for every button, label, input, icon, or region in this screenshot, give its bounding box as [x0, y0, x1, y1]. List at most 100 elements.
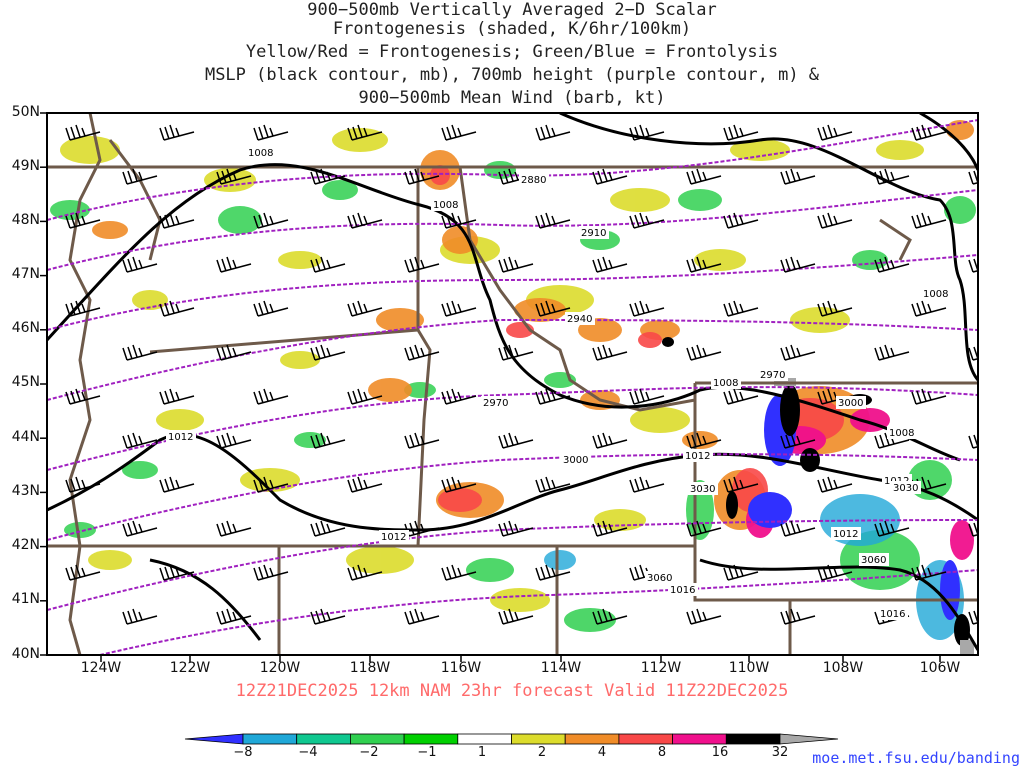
- wind-barb: [686, 344, 722, 361]
- wind-barb: [817, 124, 853, 141]
- wind-barb: [874, 520, 910, 537]
- wind-barb: [874, 344, 910, 361]
- wind-barb: [122, 520, 158, 537]
- wind-barb: [723, 564, 759, 581]
- wind-barb: [347, 476, 383, 493]
- wind-barb: [216, 432, 252, 449]
- wind-barb: [780, 432, 816, 449]
- mslp-label: 1016: [670, 585, 695, 596]
- wind-barb: [441, 212, 477, 229]
- colorbar-segment: [349, 733, 405, 745]
- wind-barb: [592, 256, 628, 273]
- wind-barb: [404, 432, 440, 449]
- wind-barb: [911, 564, 947, 581]
- wind-barb: [968, 346, 978, 361]
- wind-barb: [253, 388, 289, 405]
- height-label: 3030: [893, 483, 918, 494]
- height-label: 2880: [521, 175, 546, 186]
- wind-barb: [310, 256, 346, 273]
- axis-ticks: [40, 112, 941, 662]
- wind-barb: [310, 168, 346, 185]
- mslp-label: 1008: [248, 148, 273, 159]
- colorbar-label: −4: [298, 745, 318, 760]
- wind-barb: [441, 388, 477, 405]
- mslp-label: 1012: [168, 432, 193, 443]
- wind-barb: [122, 344, 158, 361]
- wind-barb: [216, 344, 252, 361]
- lat-label-49n: 49N: [11, 158, 40, 174]
- wind-barb: [216, 608, 252, 625]
- wind-barb: [216, 168, 252, 185]
- mslp-label: 1012: [381, 532, 406, 543]
- height-label: 2910: [581, 228, 606, 239]
- mslp-label: 1008: [433, 200, 458, 211]
- wind-barb: [780, 520, 816, 537]
- wind-barb: [723, 300, 759, 317]
- wind-barb: [159, 564, 195, 581]
- lon-label-124w: 124W: [80, 660, 122, 676]
- wind-barb: [535, 212, 571, 229]
- wind-barb: [347, 300, 383, 317]
- wind-barb: [629, 212, 665, 229]
- colorbar-max-arrow: [779, 733, 839, 745]
- wind-barb: [817, 476, 853, 493]
- wind-barb: [122, 168, 158, 185]
- forecast-valid-label: 12Z21DEC2025 12km NAM 23hr forecast Vali…: [235, 681, 789, 701]
- wind-barb: [310, 520, 346, 537]
- lat-label-46n: 46N: [11, 320, 40, 336]
- wind-barb: [817, 300, 853, 317]
- wind-barb: [686, 256, 722, 273]
- height-label: 2970: [760, 370, 785, 381]
- mslp-label: 1008: [923, 289, 948, 300]
- wind-barb: [535, 564, 571, 581]
- wind-barb: [629, 124, 665, 141]
- wind-barb: [629, 476, 665, 493]
- wind-barb: [498, 256, 534, 273]
- wind-barb: [874, 432, 910, 449]
- wind-barb: [404, 608, 440, 625]
- wind-barb: [441, 300, 477, 317]
- wind-barb: [310, 344, 346, 361]
- wind-barb: [535, 300, 571, 317]
- wind-barb: [253, 300, 289, 317]
- colorbar-label: 8: [657, 745, 667, 760]
- wind-barb: [629, 300, 665, 317]
- mslp-label: 1016: [880, 609, 905, 620]
- lat-label-50n: 50N: [11, 104, 40, 120]
- wind-barb: [686, 520, 722, 537]
- wind-barb: [498, 344, 534, 361]
- wind-barb: [159, 476, 195, 493]
- lon-label-110w: 110W: [728, 660, 770, 676]
- height-labels: 2880 2910 2940 2970 2970 3000 3000 3030 …: [481, 173, 921, 584]
- wind-barb: [498, 520, 534, 537]
- wind-barb: [968, 170, 978, 185]
- colorbar-label: 16: [711, 745, 729, 760]
- wind-barb: [404, 256, 440, 273]
- source-link[interactable]: moe.met.fsu.edu/banding: [812, 749, 1020, 767]
- lat-label-40n: 40N: [11, 646, 40, 662]
- wind-barb: [404, 344, 440, 361]
- wind-barb: [65, 388, 101, 405]
- wind-barb: [817, 564, 853, 581]
- lon-label-108w: 108W: [822, 660, 864, 676]
- lat-label-47n: 47N: [11, 266, 40, 282]
- wind-barb: [65, 212, 101, 229]
- wind-barb: [159, 124, 195, 141]
- wind-barb: [874, 256, 910, 273]
- lat-label-43n: 43N: [11, 483, 40, 499]
- wind-barb: [592, 608, 628, 625]
- wind-barb: [65, 564, 101, 581]
- wind-barb: [498, 608, 534, 625]
- lon-label-118w: 118W: [349, 660, 391, 676]
- wind-barb: [347, 564, 383, 581]
- colorbar-min-arrow: [184, 733, 244, 745]
- colorbar-segment: [564, 733, 620, 745]
- wind-barb: [498, 168, 534, 185]
- wind-barb: [780, 256, 816, 273]
- colorbar-segment: [672, 733, 727, 745]
- wind-barb: [216, 520, 252, 537]
- colorbar-label: 32: [771, 745, 789, 760]
- wind-barb: [723, 124, 759, 141]
- lon-label-114w: 114W: [540, 660, 582, 676]
